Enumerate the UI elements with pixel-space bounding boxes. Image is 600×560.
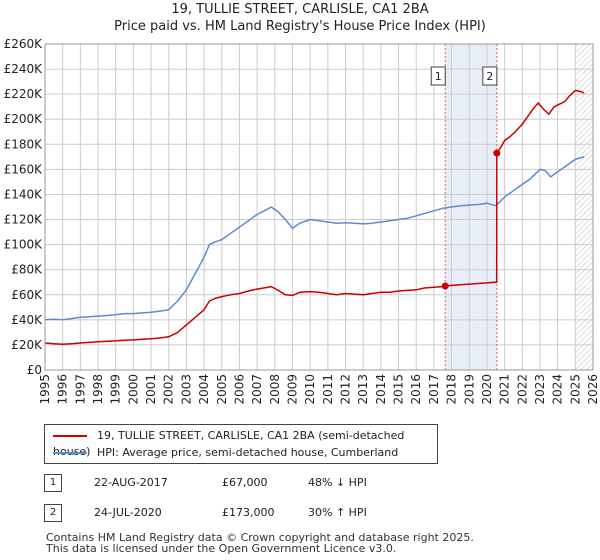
forecast-hatch — [575, 44, 593, 370]
transaction-hpi: 48% ↓ HPI — [308, 476, 367, 489]
plot-background — [45, 44, 593, 370]
x-tick-label: 2011 — [321, 374, 335, 405]
footer-licence: This data is licensed under the Open Gov… — [46, 542, 397, 555]
y-tick-label: £160K — [4, 162, 44, 176]
plot-border — [44, 43, 594, 371]
x-tick-label: 2013 — [356, 374, 370, 405]
x-tick-label: 2009 — [285, 374, 299, 405]
footer-copyright: Contains HM Land Registry data © Crown c… — [46, 531, 474, 544]
x-tick-label: 2022 — [515, 374, 529, 405]
x-tick-label: 2025 — [568, 374, 582, 405]
x-tick-label: 2014 — [374, 374, 388, 405]
x-tick-label: 2007 — [250, 374, 264, 405]
transaction-row: 2 24-JUL-2020 £173,000 30% ↑ HPI — [44, 502, 544, 524]
transaction-price: £173,000 — [222, 506, 275, 519]
hpi-line — [44, 156, 585, 321]
x-tick-label: 2026 — [586, 374, 600, 405]
x-tick-label: 1998 — [91, 374, 105, 405]
transaction-date: 24-JUL-2020 — [94, 506, 162, 519]
y-tick-label: £60K — [11, 288, 43, 302]
sale-point — [441, 282, 449, 290]
x-tick-label: 2023 — [533, 374, 547, 405]
x-tick-label: 2019 — [462, 374, 476, 405]
y-tick-label: £200K — [4, 112, 44, 126]
y-tick-label: £0 — [27, 363, 42, 377]
annotation-label: 2 — [486, 70, 493, 83]
y-tick-label: £140K — [4, 187, 44, 201]
chart-subtitle: Price paid vs. HM Land Registry's House … — [114, 19, 486, 34]
y-tick-label: £80K — [11, 263, 43, 277]
chart-area: £0 £20K £40K £60K £80K £100K £120K £140K £160K £1… — [4, 37, 600, 405]
price-paid-line — [44, 89, 585, 346]
annotation-box — [430, 66, 446, 86]
x-tick-label: 2012 — [339, 374, 353, 405]
y-tick-label: £240K — [4, 62, 44, 76]
transaction-date: 22-AUG-2017 — [94, 476, 168, 489]
chart-title: 19, TULLIE STREET, CARLISLE, CA1 2BA — [171, 2, 429, 17]
x-tick-label: 2018 — [445, 374, 459, 405]
x-tick-label: 2002 — [162, 374, 176, 405]
x-tick-label: 2005 — [215, 374, 229, 405]
y-tick-label: £180K — [4, 137, 44, 151]
legend-swatch-hpi — [53, 452, 87, 454]
legend-item-hpi: HPI: Average price, semi-detached house,… — [53, 445, 398, 461]
x-tick-label: 2021 — [498, 374, 512, 405]
x-tick-label: 2004 — [197, 374, 211, 405]
x-tick-label: 2015 — [392, 374, 406, 405]
x-tick-label: 2017 — [427, 374, 441, 405]
legend-swatch-price-paid — [53, 435, 87, 437]
y-tick-label: £260K — [4, 37, 44, 51]
x-tick-label: 1996 — [56, 374, 70, 405]
y-tick-label: £120K — [4, 213, 44, 227]
transaction-price: £67,000 — [222, 476, 268, 489]
x-tick-label: 2016 — [409, 374, 423, 405]
sale-point — [493, 149, 501, 157]
x-tick-label: 2000 — [126, 374, 140, 405]
y-tick-label: £220K — [4, 87, 44, 101]
transaction-badge: 1 — [44, 474, 62, 492]
annotation-box — [482, 66, 498, 86]
transaction-row: 1 22-AUG-2017 £67,000 48% ↓ HPI — [44, 472, 544, 494]
transaction-hpi: 30% ↑ HPI — [308, 506, 367, 519]
x-tick-label: 1995 — [38, 374, 52, 405]
annotation-label: 1 — [435, 70, 442, 83]
x-tick-label: 2008 — [268, 374, 282, 405]
x-tick-label: 2001 — [144, 374, 158, 405]
footer: Contains HM Land Registry data © Crown c… — [46, 532, 474, 554]
x-tick-label: 2010 — [303, 374, 317, 405]
x-tick-label: 2003 — [179, 374, 193, 405]
legend-item-price-paid: 19, TULLIE STREET, CARLISLE, CA1 2BA (se… — [53, 428, 437, 458]
x-tick-label: 1999 — [109, 374, 123, 405]
transaction-badge: 2 — [44, 504, 62, 522]
legend-label-hpi: HPI: Average price, semi-detached house,… — [97, 446, 399, 459]
y-tick-label: £40K — [11, 313, 43, 327]
x-tick-label: 2024 — [551, 374, 565, 405]
x-tick-label: 2020 — [480, 374, 494, 405]
y-tick-label: £100K — [4, 238, 44, 252]
y-tick-label: £20K — [11, 338, 43, 352]
x-tick-label: 2006 — [232, 374, 246, 405]
legend: 19, TULLIE STREET, CARLISLE, CA1 2BA (se… — [44, 424, 438, 464]
legend-label-price-paid: 19, TULLIE STREET, CARLISLE, CA1 2BA (se… — [53, 429, 405, 458]
x-tick-label: 1997 — [73, 374, 87, 405]
